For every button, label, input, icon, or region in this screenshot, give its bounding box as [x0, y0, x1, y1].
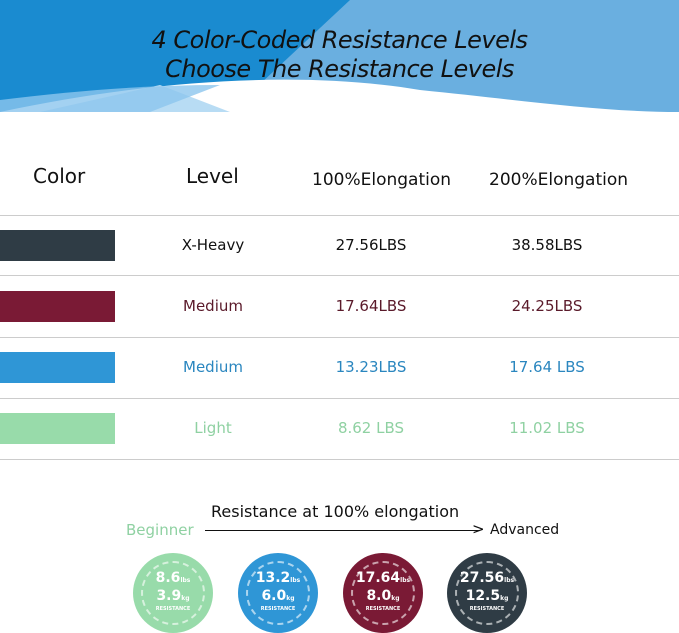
cell-e200: 11.02 LBS — [509, 419, 585, 437]
scale-arrow-line — [205, 530, 480, 531]
row-divider — [0, 459, 679, 460]
banner-title-line2: Choose The Resistance Levels — [165, 55, 514, 83]
gauge-ring-icon — [351, 561, 415, 625]
badge-lbs: 8.6 — [155, 570, 181, 586]
cell-e200: 17.64 LBS — [509, 358, 585, 376]
row-divider — [0, 337, 679, 338]
cell-level: Medium — [183, 297, 243, 315]
badge-lbs: 13.2 — [255, 570, 291, 586]
color-swatch — [0, 413, 115, 444]
badge-kg: 12.5 — [465, 588, 501, 604]
badge-lbs-unit: lbs — [290, 577, 301, 584]
cell-e100: 27.56LBS — [335, 236, 407, 254]
badge-lbs: 27.56 — [459, 570, 505, 586]
badge-lbs-unit: lbs — [400, 577, 411, 584]
badge-kg-unit: kg — [500, 595, 509, 602]
badge-label: RESISTANCE — [260, 606, 296, 612]
cell-e100: 17.64LBS — [335, 297, 407, 315]
badge-lbs-unit: lbs — [504, 577, 515, 584]
resistance-badge: 27.56lbs 12.5kg RESISTANCE — [447, 553, 527, 633]
badge-label: RESISTANCE — [155, 606, 191, 612]
header-100: 100%Elongation — [312, 170, 452, 190]
gauge-ring-icon — [246, 561, 310, 625]
banner-background — [0, 0, 679, 112]
header-color: Color — [33, 164, 86, 188]
gauge-ring-icon — [455, 561, 519, 625]
header-200: 200%Elongation — [489, 170, 629, 190]
badge-label: RESISTANCE — [365, 606, 401, 612]
badge-kg-unit: kg — [181, 595, 190, 602]
cell-level: X-Heavy — [181, 236, 245, 254]
cell-e100: 13.23LBS — [335, 358, 407, 376]
row-divider — [0, 215, 679, 216]
badge-kg-unit: kg — [286, 595, 295, 602]
row-divider — [0, 398, 679, 399]
color-swatch — [0, 291, 115, 322]
resistance-badge: 13.2lbs 6.0kg RESISTANCE — [238, 553, 318, 633]
badge-kg: 3.9 — [156, 588, 182, 604]
scale-start: Beginner — [126, 521, 194, 539]
scale-title: Resistance at 100% elongation — [211, 502, 460, 521]
badge-lbs-unit: lbs — [180, 577, 191, 584]
row-divider — [0, 275, 679, 276]
cell-level: Light — [194, 419, 232, 437]
gauge-ring-icon — [141, 561, 205, 625]
cell-level: Medium — [183, 358, 243, 376]
color-swatch — [0, 230, 115, 261]
cell-e200: 24.25LBS — [511, 297, 583, 315]
badge-lbs: 17.64 — [355, 570, 401, 586]
arrow-head-icon: > — [472, 520, 485, 538]
resistance-badge: 8.6lbs 3.9kg RESISTANCE — [133, 553, 213, 633]
cell-e200: 38.58LBS — [511, 236, 583, 254]
badge-kg-unit: kg — [391, 595, 400, 602]
header-level: Level — [186, 164, 239, 188]
color-swatch — [0, 352, 115, 383]
banner-title-line1: 4 Color-Coded Resistance Levels — [151, 26, 528, 54]
badge-kg: 8.0 — [366, 588, 392, 604]
badge-kg: 6.0 — [261, 588, 287, 604]
cell-e100: 8.62 LBS — [337, 419, 405, 437]
badge-label: RESISTANCE — [469, 606, 505, 612]
scale-end: Advanced — [490, 522, 560, 538]
resistance-badge: 17.64lbs 8.0kg RESISTANCE — [343, 553, 423, 633]
